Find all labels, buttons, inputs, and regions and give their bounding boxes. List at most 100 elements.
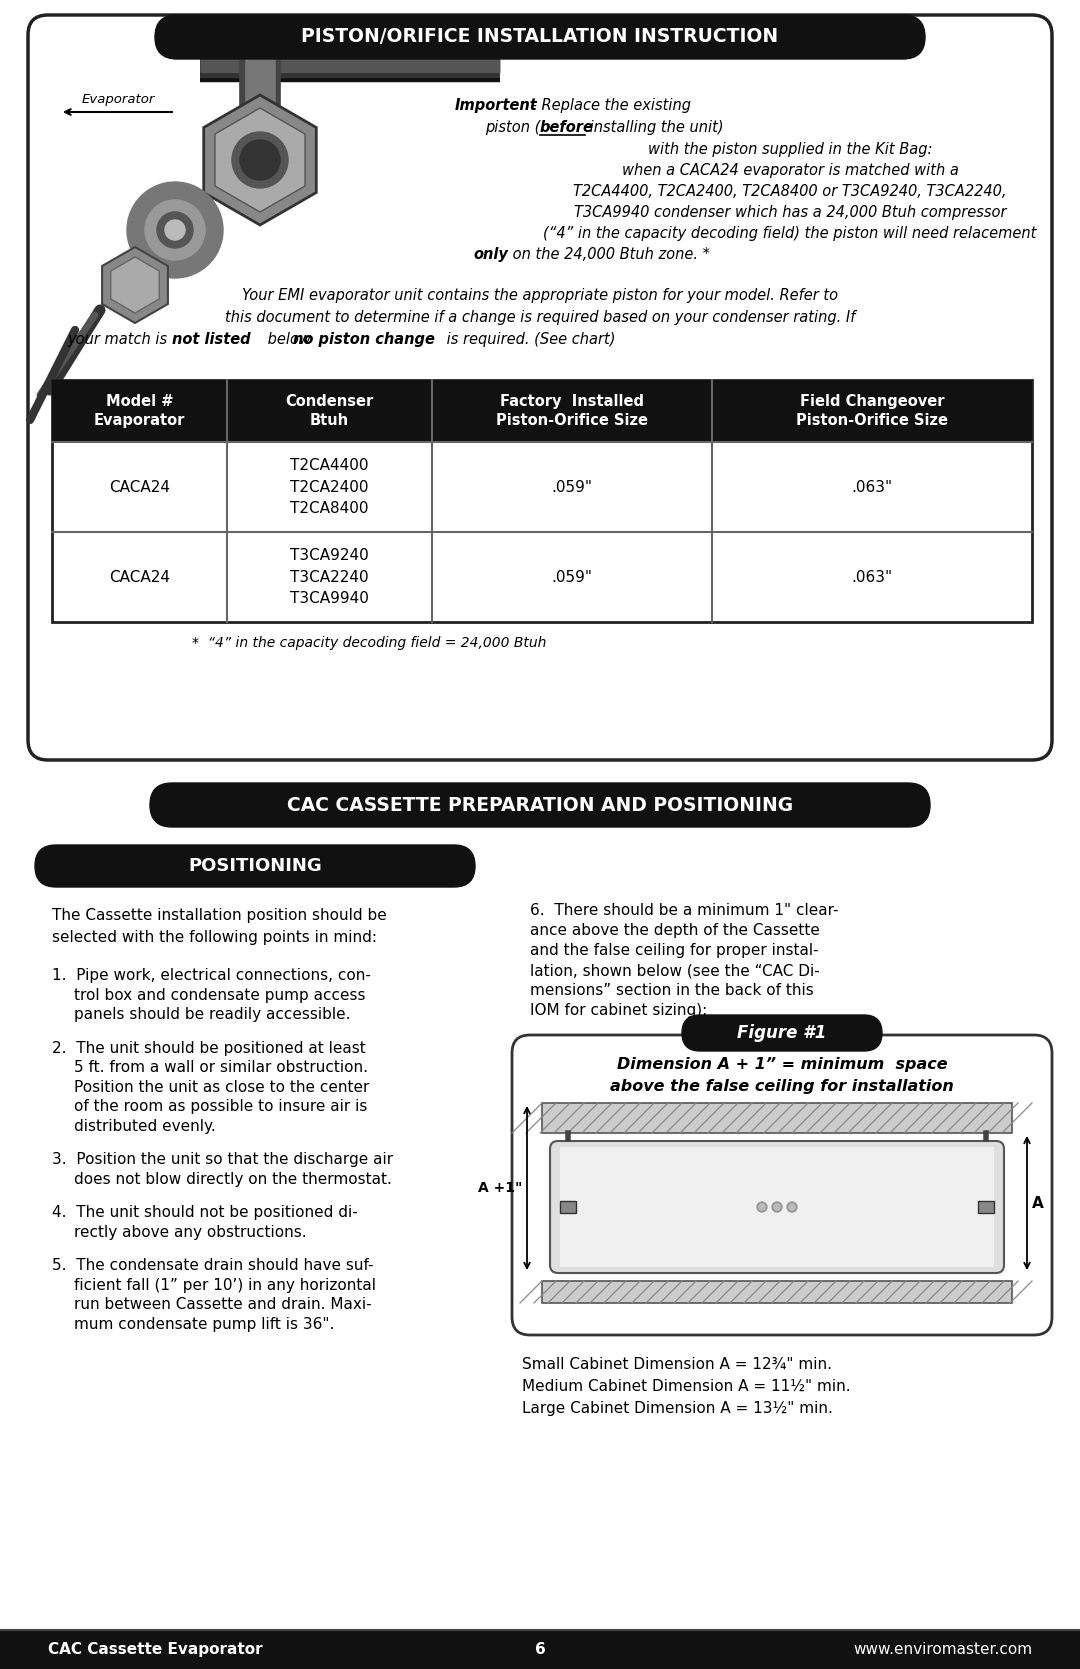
Text: below: below	[264, 332, 315, 347]
Text: CAC CASSETTE PREPARATION AND POSITIONING: CAC CASSETTE PREPARATION AND POSITIONING	[287, 796, 793, 814]
Text: CACA24: CACA24	[109, 569, 170, 584]
Text: PISTON/ORIFICE INSTALLATION INSTRUCTION: PISTON/ORIFICE INSTALLATION INSTRUCTION	[301, 27, 779, 47]
Text: T3CA9240
T3CA2240
T3CA9940: T3CA9240 T3CA2240 T3CA9940	[291, 547, 369, 606]
Circle shape	[789, 1203, 795, 1210]
FancyBboxPatch shape	[512, 1035, 1052, 1335]
Text: only: only	[473, 247, 508, 262]
Text: distributed evenly.: distributed evenly.	[75, 1118, 216, 1133]
Text: mensions” section in the back of this: mensions” section in the back of this	[530, 983, 813, 998]
Text: does not blow directly on the thermostat.: does not blow directly on the thermostat…	[75, 1172, 392, 1187]
Text: Small Cabinet Dimension A = 12¾" min.: Small Cabinet Dimension A = 12¾" min.	[522, 1357, 832, 1372]
Text: before: before	[540, 120, 594, 135]
Text: ance above the depth of the Cassette: ance above the depth of the Cassette	[530, 923, 820, 938]
Circle shape	[240, 140, 280, 180]
Text: Large Cabinet Dimension A = 13½" min.: Large Cabinet Dimension A = 13½" min.	[522, 1400, 833, 1415]
Text: not listed: not listed	[172, 332, 251, 347]
Text: POSITIONING: POSITIONING	[188, 856, 322, 875]
Circle shape	[772, 1202, 782, 1212]
Text: 1.  Pipe work, electrical connections, con-: 1. Pipe work, electrical connections, co…	[52, 968, 370, 983]
Bar	[542, 1103, 1012, 1133]
Bar	[52, 381, 1032, 442]
FancyBboxPatch shape	[681, 1015, 882, 1051]
Text: Condenser
Btuh: Condenser Btuh	[285, 394, 374, 429]
Text: 5 ft. from a wall or similar obstruction.: 5 ft. from a wall or similar obstruction…	[75, 1060, 368, 1075]
Text: piston (: piston (	[485, 120, 540, 135]
Text: .059": .059"	[552, 569, 593, 584]
Text: of the room as possible to insure air is: of the room as possible to insure air is	[75, 1098, 367, 1113]
Circle shape	[232, 132, 288, 189]
Text: no piston change: no piston change	[293, 332, 435, 347]
FancyBboxPatch shape	[28, 15, 1052, 759]
Bar	[978, 1202, 994, 1213]
Text: 4.  The unit should not be positioned di-: 4. The unit should not be positioned di-	[52, 1205, 357, 1220]
Text: A +1": A +1"	[477, 1182, 522, 1195]
Circle shape	[145, 200, 205, 260]
Circle shape	[165, 220, 185, 240]
Text: Importent: Importent	[455, 98, 538, 113]
Text: lation, shown below (see the “CAC Di-: lation, shown below (see the “CAC Di-	[530, 963, 820, 978]
Text: Evaporator: Evaporator	[82, 93, 156, 107]
Polygon shape	[215, 108, 305, 212]
Text: Dimension A + 1” = minimum  space: Dimension A + 1” = minimum space	[617, 1056, 947, 1071]
Text: this document to determine if a change is required based on your condenser ratin: this document to determine if a change i…	[225, 310, 855, 325]
Text: 3.  Position the unit so that the discharge air: 3. Position the unit so that the dischar…	[52, 1152, 393, 1167]
Text: .059": .059"	[552, 479, 593, 494]
Text: (“4” in the capacity decoding field) the piston will need relacement: (“4” in the capacity decoding field) the…	[543, 225, 1037, 240]
Text: panels should be readily accessible.: panels should be readily accessible.	[75, 1006, 351, 1021]
Bar	[52, 381, 1032, 623]
Text: 6.  There should be a minimum 1" clear-: 6. There should be a minimum 1" clear-	[530, 903, 838, 918]
Text: CACA24: CACA24	[109, 479, 170, 494]
Bar	[561, 1202, 576, 1213]
Polygon shape	[111, 257, 159, 314]
Text: Factory  Installed
Piston-Orifice Size: Factory Installed Piston-Orifice Size	[496, 394, 648, 429]
Text: IOM for cabinet sizing):: IOM for cabinet sizing):	[530, 1003, 707, 1018]
Text: your match is: your match is	[67, 332, 172, 347]
Text: mum condensate pump lift is 36".: mum condensate pump lift is 36".	[75, 1317, 335, 1332]
Text: 5.  The condensate drain should have suf-: 5. The condensate drain should have suf-	[52, 1258, 374, 1273]
Text: installing the unit): installing the unit)	[585, 120, 724, 135]
Text: Medium Cabinet Dimension A = 11½" min.: Medium Cabinet Dimension A = 11½" min.	[522, 1379, 851, 1394]
Circle shape	[757, 1202, 767, 1212]
FancyBboxPatch shape	[550, 1142, 1004, 1273]
Text: Your EMI evaporator unit contains the appropriate piston for your model. Refer t: Your EMI evaporator unit contains the ap…	[242, 289, 838, 304]
Text: - Replace the existing: - Replace the existing	[527, 98, 691, 113]
Text: Figure #1: Figure #1	[738, 1025, 826, 1041]
Text: with the piston supplied in the Kit Bag:: with the piston supplied in the Kit Bag:	[648, 142, 932, 157]
Text: and the false ceiling for proper instal-: and the false ceiling for proper instal-	[530, 943, 819, 958]
Text: A: A	[1032, 1195, 1043, 1210]
Text: *  “4” in the capacity decoding field = 24,000 Btuh: * “4” in the capacity decoding field = 2…	[192, 636, 546, 649]
Text: ficient fall (1” per 10’) in any horizontal: ficient fall (1” per 10’) in any horizon…	[75, 1277, 376, 1292]
Text: on the 24,000 Btuh zone. *: on the 24,000 Btuh zone. *	[508, 247, 710, 262]
Bar	[561, 1147, 994, 1267]
Text: CAC Cassette Evaporator: CAC Cassette Evaporator	[48, 1642, 262, 1657]
Text: run between Cassette and drain. Maxi-: run between Cassette and drain. Maxi-	[75, 1297, 372, 1312]
Bar	[542, 1282, 1012, 1303]
Text: .063": .063"	[851, 569, 892, 584]
Circle shape	[774, 1203, 780, 1210]
Text: above the false ceiling for installation: above the false ceiling for installation	[610, 1078, 954, 1093]
Text: T3CA9940 condenser which has a 24,000 Btuh compressor: T3CA9940 condenser which has a 24,000 Bt…	[573, 205, 1007, 220]
Text: 2.  The unit should be positioned at least: 2. The unit should be positioned at leas…	[52, 1040, 366, 1055]
Text: The Cassette installation position should be: The Cassette installation position shoul…	[52, 908, 387, 923]
Text: is required. (See chart): is required. (See chart)	[442, 332, 616, 347]
Text: .063": .063"	[851, 479, 892, 494]
Text: selected with the following points in mind:: selected with the following points in mi…	[52, 930, 377, 945]
Text: Field Changeover
Piston-Orifice Size: Field Changeover Piston-Orifice Size	[796, 394, 948, 429]
Text: 6: 6	[535, 1642, 545, 1657]
FancyBboxPatch shape	[150, 783, 930, 828]
Text: T2CA4400, T2CA2400, T2CA8400 or T3CA9240, T3CA2240,: T2CA4400, T2CA2400, T2CA8400 or T3CA9240…	[573, 184, 1007, 199]
Circle shape	[157, 212, 193, 249]
Circle shape	[127, 182, 222, 279]
Text: when a CACA24 evaporator is matched with a: when a CACA24 evaporator is matched with…	[622, 164, 958, 179]
FancyBboxPatch shape	[35, 845, 475, 886]
Text: Model #
Evaporator: Model # Evaporator	[94, 394, 185, 429]
Polygon shape	[204, 95, 316, 225]
Text: www.enviromaster.com: www.enviromaster.com	[853, 1642, 1032, 1657]
Bar	[0, 1631, 1080, 1669]
Polygon shape	[103, 247, 167, 324]
Circle shape	[787, 1202, 797, 1212]
FancyBboxPatch shape	[156, 15, 924, 58]
Text: trol box and condensate pump access: trol box and condensate pump access	[75, 988, 365, 1003]
Text: Position the unit as close to the center: Position the unit as close to the center	[75, 1080, 369, 1095]
Circle shape	[759, 1203, 765, 1210]
